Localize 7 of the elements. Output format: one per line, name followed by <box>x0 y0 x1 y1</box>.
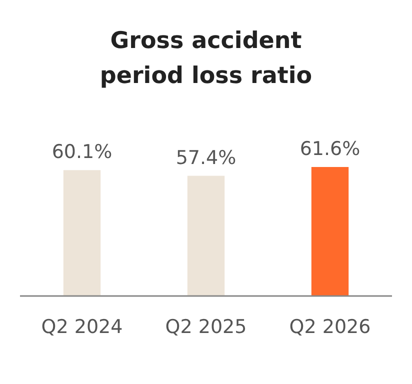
data-label: 60.1% <box>52 141 112 164</box>
x-tick-label: Q2 2025 <box>165 316 247 338</box>
x-tick-label: Q2 2026 <box>289 316 371 338</box>
chart-title: Gross accident period loss ratio <box>100 28 312 89</box>
data-label: 61.6% <box>300 138 360 160</box>
x-tick-label: Q2 2024 <box>41 316 123 338</box>
data-label: 57.4% <box>176 146 236 169</box>
